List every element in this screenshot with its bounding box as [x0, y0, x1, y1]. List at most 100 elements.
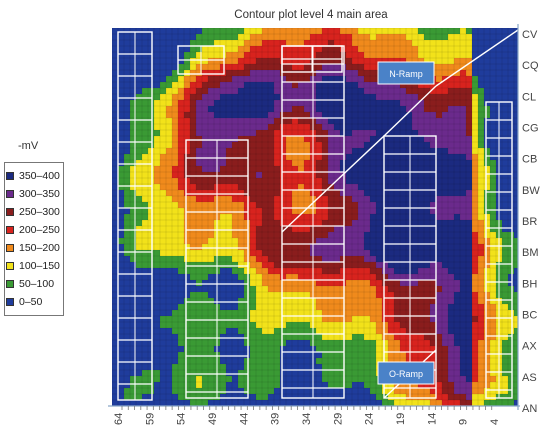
heatmap-cell — [322, 322, 328, 328]
heatmap-cell — [154, 142, 160, 148]
heatmap-cell — [154, 328, 160, 334]
heatmap-cell — [418, 88, 424, 94]
heatmap-cell — [250, 166, 256, 172]
heatmap-cell — [142, 316, 148, 322]
chart-title: Contour plot level 4 main area — [234, 9, 388, 21]
heatmap-cell — [124, 112, 130, 118]
heatmap-cell — [508, 214, 514, 220]
heatmap-cell — [172, 244, 178, 250]
heatmap-cell — [202, 28, 208, 34]
heatmap-cell — [226, 208, 232, 214]
heatmap-cell — [136, 172, 142, 178]
heatmap-cell — [376, 244, 382, 250]
heatmap-cell — [430, 238, 436, 244]
heatmap-cell — [364, 112, 370, 118]
heatmap-cell — [244, 130, 250, 136]
heatmap-cell — [256, 262, 262, 268]
heatmap-cell — [460, 88, 466, 94]
heatmap-cell — [196, 304, 202, 310]
heatmap-cell — [466, 52, 472, 58]
heatmap-cell — [238, 364, 244, 370]
heatmap-cell — [142, 184, 148, 190]
heatmap-cell — [256, 232, 262, 238]
heatmap-cell — [280, 346, 286, 352]
heatmap-cell — [244, 118, 250, 124]
heatmap-cell — [112, 394, 118, 400]
heatmap-cell — [400, 250, 406, 256]
heatmap-cell — [304, 70, 310, 76]
heatmap-cell — [166, 364, 172, 370]
heatmap-cell — [136, 76, 142, 82]
heatmap-cell — [490, 142, 496, 148]
heatmap-cell — [184, 340, 190, 346]
legend-swatch — [6, 171, 14, 180]
heatmap-cell — [490, 310, 496, 316]
heatmap-cell — [142, 292, 148, 298]
x-tick-label: 39 — [270, 413, 282, 425]
heatmap-cell — [472, 46, 478, 52]
x-tick-label: 29 — [332, 413, 344, 425]
heatmap-cell — [508, 208, 514, 214]
heatmap-cell — [232, 190, 238, 196]
heatmap-cell — [232, 340, 238, 346]
heatmap-cell — [358, 340, 364, 346]
heatmap-cell — [262, 64, 268, 70]
heatmap-cell — [124, 274, 130, 280]
heatmap-cell — [376, 232, 382, 238]
heatmap-cell — [268, 208, 274, 214]
heatmap-cell — [472, 124, 478, 130]
heatmap-cell — [220, 94, 226, 100]
heatmap-cell — [130, 244, 136, 250]
heatmap-cell — [112, 310, 118, 316]
heatmap-cell — [388, 142, 394, 148]
heatmap-cell — [466, 286, 472, 292]
heatmap-cell — [358, 310, 364, 316]
heatmap-cell — [340, 304, 346, 310]
heatmap-cell — [412, 400, 418, 406]
heatmap-cell — [346, 316, 352, 322]
heatmap-cell — [412, 226, 418, 232]
heatmap-cell — [400, 94, 406, 100]
heatmap-cell — [316, 358, 322, 364]
heatmap-cell — [352, 178, 358, 184]
heatmap-cell — [340, 58, 346, 64]
heatmap-cell — [202, 238, 208, 244]
heatmap-cell — [382, 208, 388, 214]
heatmap-cell — [220, 208, 226, 214]
heatmap-cell — [442, 76, 448, 82]
heatmap-cell — [202, 196, 208, 202]
ramp-label-text: O-Ramp — [389, 369, 423, 379]
heatmap-cell — [172, 178, 178, 184]
heatmap-cell — [142, 106, 148, 112]
heatmap-cell — [160, 148, 166, 154]
heatmap-cell — [502, 190, 508, 196]
heatmap-cell — [280, 118, 286, 124]
heatmap-cell — [244, 196, 250, 202]
heatmap-cell — [262, 364, 268, 370]
heatmap-cell — [316, 328, 322, 334]
heatmap-cell — [352, 238, 358, 244]
heatmap-cell — [478, 280, 484, 286]
heatmap-cell — [352, 76, 358, 82]
heatmap-cell — [322, 100, 328, 106]
heatmap-cell — [352, 232, 358, 238]
heatmap-cell — [412, 286, 418, 292]
heatmap-cell — [124, 28, 130, 34]
heatmap-cell — [454, 256, 460, 262]
heatmap-cell — [352, 82, 358, 88]
heatmap-cell — [286, 310, 292, 316]
heatmap-cell — [376, 88, 382, 94]
heatmap-cell — [226, 334, 232, 340]
heatmap-cell — [358, 34, 364, 40]
heatmap-cell — [478, 88, 484, 94]
heatmap-cell — [352, 292, 358, 298]
heatmap-cell — [430, 160, 436, 166]
heatmap-cell — [136, 322, 142, 328]
heatmap-cell — [148, 370, 154, 376]
heatmap-cell — [298, 40, 304, 46]
heatmap-cell — [244, 250, 250, 256]
heatmap-cell — [178, 298, 184, 304]
heatmap-cell — [136, 202, 142, 208]
heatmap-cell — [268, 382, 274, 388]
heatmap-cell — [502, 70, 508, 76]
